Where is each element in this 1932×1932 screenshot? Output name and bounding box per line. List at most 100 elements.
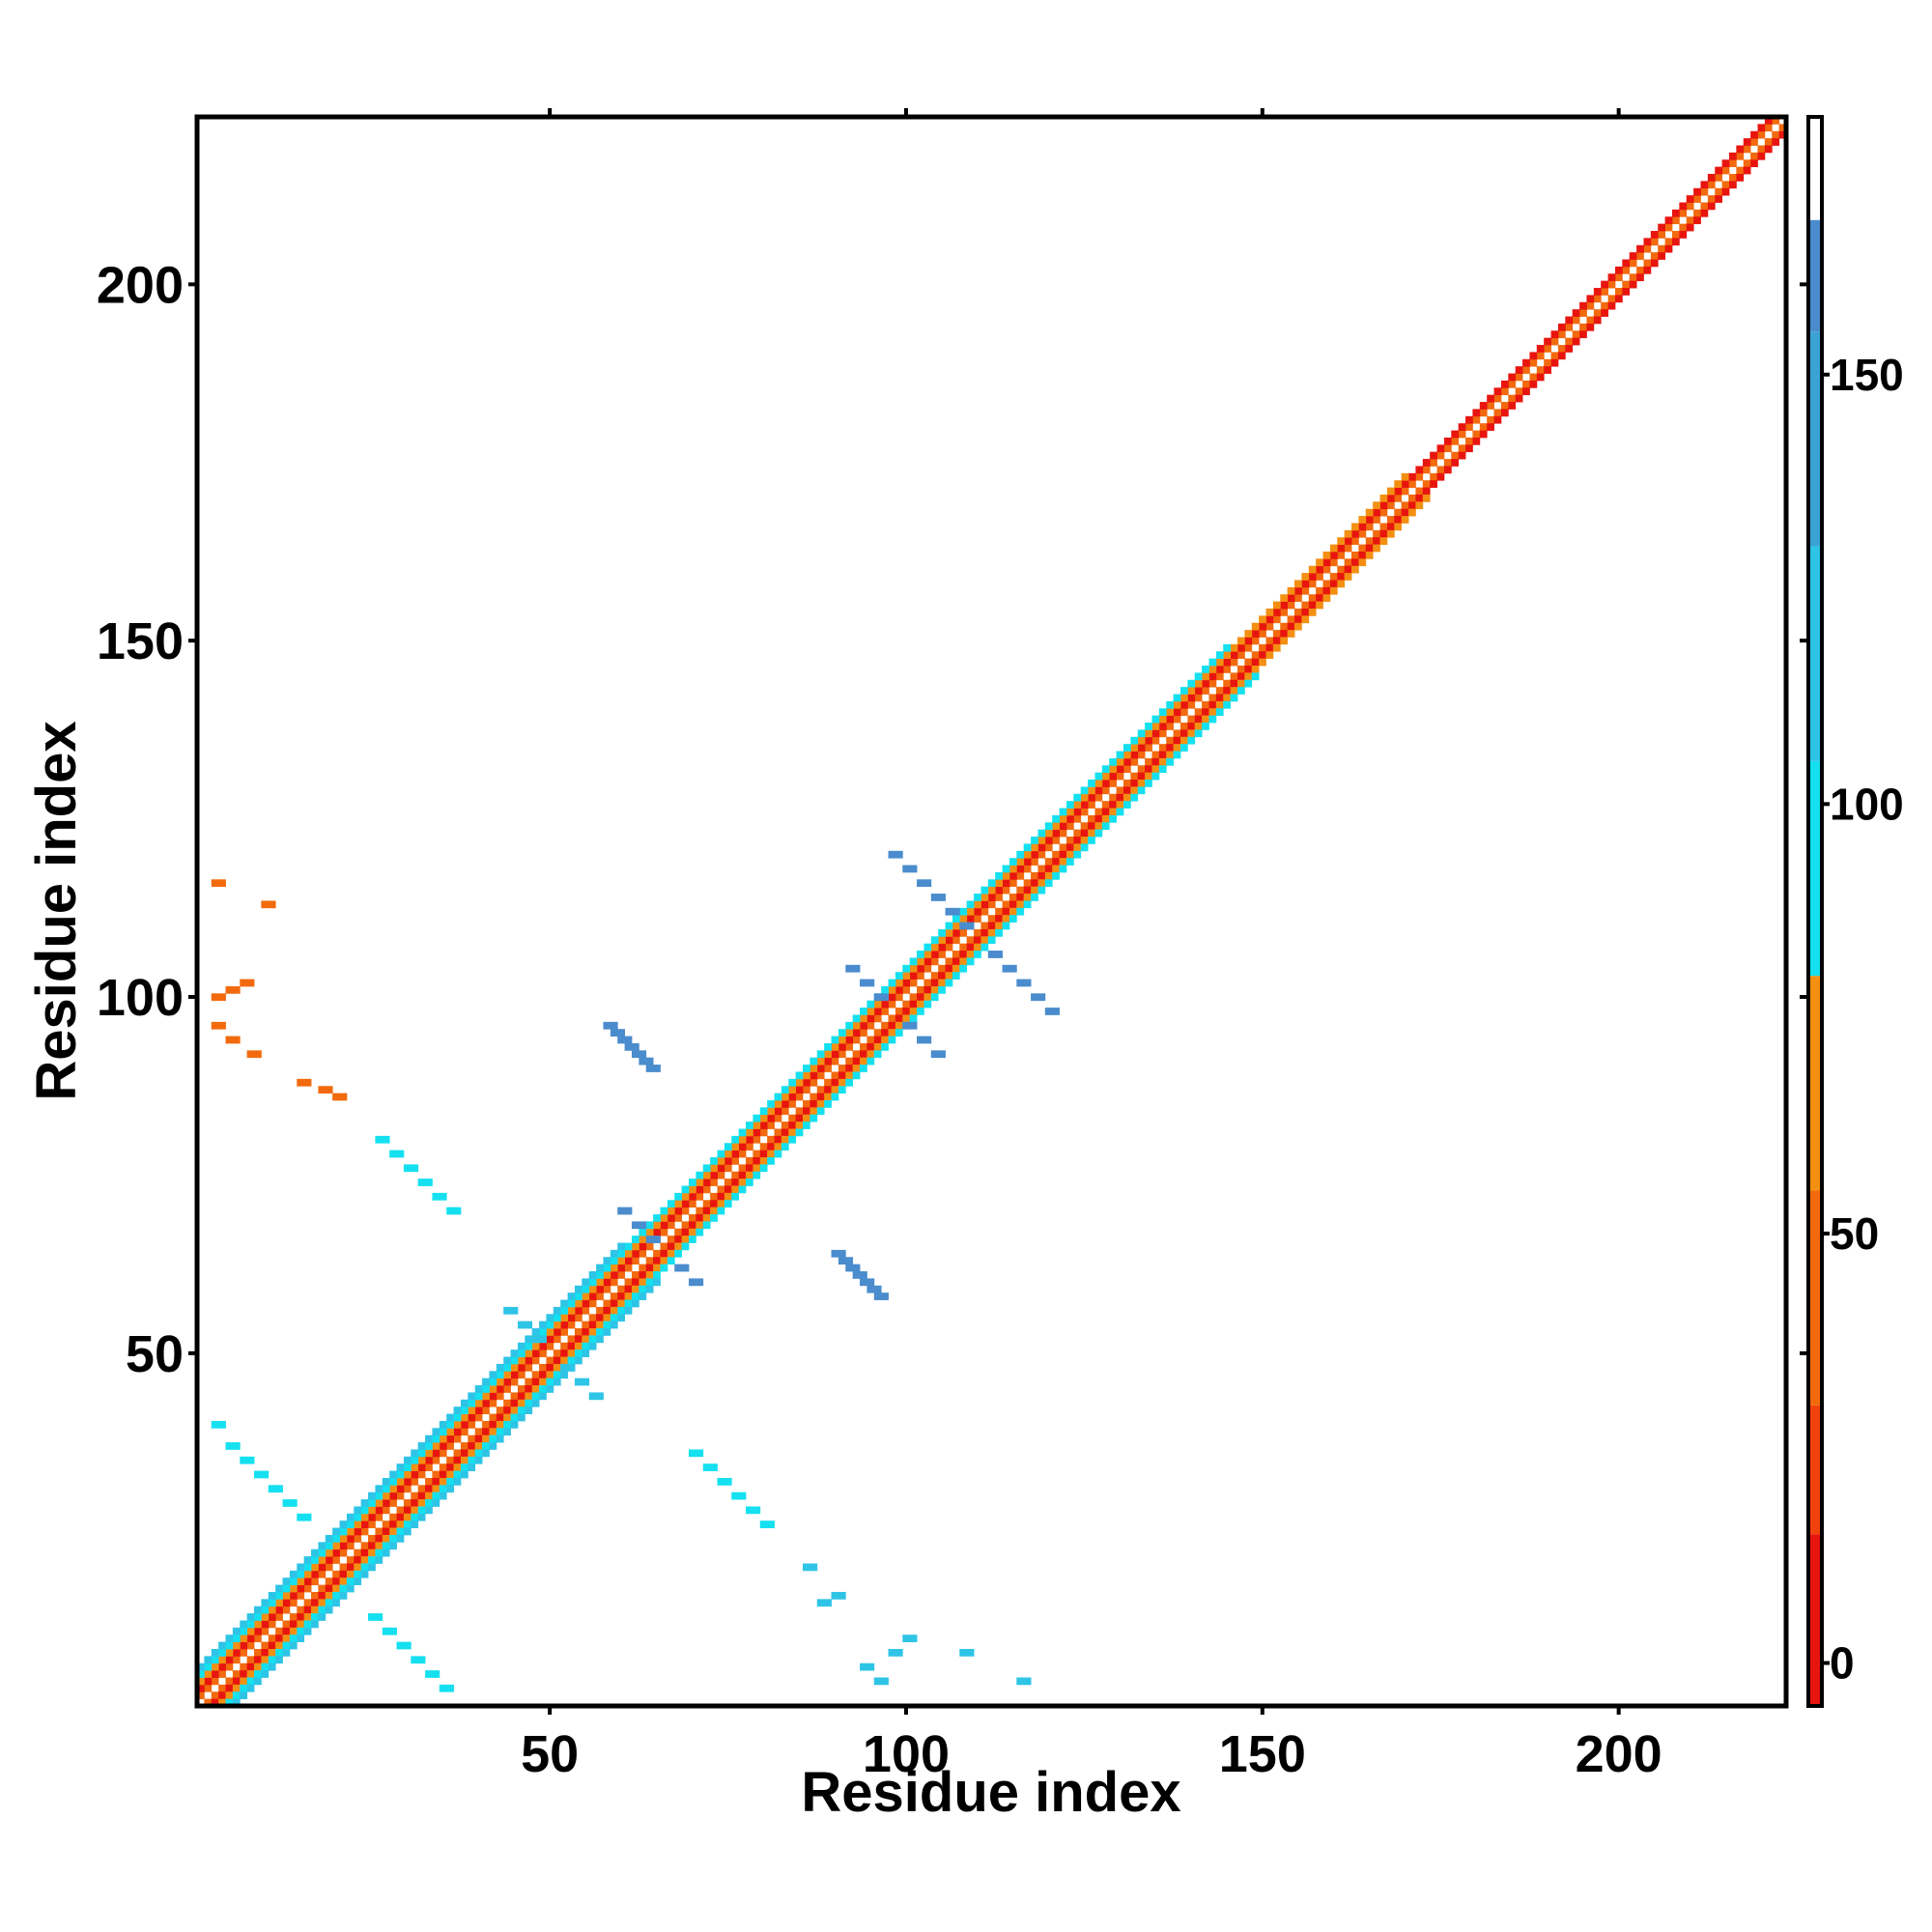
heatmap-cell <box>568 1343 576 1350</box>
heatmap-cell <box>318 1549 326 1557</box>
heatmap-cell <box>461 1406 469 1414</box>
heatmap-cell <box>511 1364 519 1372</box>
heatmap-cell <box>803 1122 810 1129</box>
heatmap-cell <box>967 936 975 944</box>
heatmap-cell <box>1273 615 1281 623</box>
heatmap-cell <box>1208 672 1216 680</box>
heatmap-cell <box>1630 281 1637 289</box>
heatmap-cell <box>1187 708 1195 716</box>
heatmap-cell <box>368 1563 376 1571</box>
heatmap-cell <box>838 1079 846 1087</box>
heatmap-cell <box>817 1079 825 1087</box>
heatmap-cell <box>283 1634 291 1642</box>
heatmap-cell <box>1231 680 1238 688</box>
heatmap-cell <box>810 1563 817 1571</box>
heatmap-cell <box>254 1628 262 1635</box>
heatmap-cell <box>425 1435 433 1443</box>
heatmap-cell <box>1180 695 1188 702</box>
heatmap-cell <box>1202 723 1209 730</box>
heatmap-cell <box>1736 167 1744 175</box>
heatmap-cell <box>254 1677 262 1685</box>
heatmap-cell <box>781 1086 789 1094</box>
heatmap-cell <box>1459 438 1466 445</box>
heatmap-cell <box>554 1335 561 1343</box>
heatmap-cell <box>832 1250 839 1258</box>
heatmap-cell <box>218 1421 226 1429</box>
heatmap-cell <box>810 1115 817 1122</box>
heatmap-cell <box>689 1200 696 1208</box>
heatmap-cell <box>1187 723 1195 730</box>
heatmap-cell <box>1259 630 1266 638</box>
heatmap-cell <box>1180 708 1188 716</box>
heatmap-cell <box>1109 765 1117 773</box>
heatmap-cell <box>503 1385 511 1393</box>
heatmap-cell <box>368 1499 376 1507</box>
heatmap-cell <box>653 1229 661 1236</box>
heatmap-cell <box>1037 858 1045 866</box>
heatmap-cell <box>1266 644 1274 652</box>
heatmap-cell <box>261 1663 269 1671</box>
heatmap-cell <box>1687 203 1694 211</box>
heatmap-cell <box>1415 501 1423 509</box>
heatmap-cell <box>1273 623 1281 631</box>
heatmap-cell <box>1159 765 1167 773</box>
heatmap-cell <box>539 1392 547 1400</box>
heatmap-cell <box>539 1321 547 1329</box>
heatmap-cell <box>318 1606 326 1614</box>
heatmap-cell <box>318 1571 326 1578</box>
heatmap-cell <box>1465 438 1473 445</box>
heatmap-cell <box>1551 330 1559 338</box>
heatmap-cell <box>824 1043 832 1051</box>
heatmap-cell <box>1024 1677 1032 1685</box>
heatmap-cell <box>1380 537 1388 545</box>
y-axis-ticks: 50100150200 <box>97 256 1807 1383</box>
heatmap-cell <box>1537 366 1545 374</box>
heatmap-cell <box>468 1435 475 1443</box>
heatmap-cell <box>1402 480 1409 488</box>
heatmap-cell <box>1309 609 1317 616</box>
heatmap-cell <box>425 1485 433 1492</box>
heatmap-cell <box>432 1193 440 1201</box>
heatmap-cell <box>326 1549 333 1557</box>
heatmap-cell <box>1323 594 1331 602</box>
heatmap-cell <box>446 1414 454 1422</box>
heatmap-cell <box>1031 872 1038 880</box>
heatmap-cell <box>212 1649 219 1657</box>
heatmap-cell <box>1208 687 1216 695</box>
heatmap-cell <box>1180 744 1188 752</box>
heatmap-cell <box>874 1014 882 1022</box>
heatmap-cell <box>917 1008 924 1015</box>
heatmap-cell <box>703 1172 711 1179</box>
heatmap-cell <box>739 1179 747 1186</box>
heatmap-cell <box>788 1115 796 1122</box>
heatmap-cell <box>283 1642 291 1650</box>
heatmap-cell <box>1216 651 1224 659</box>
heatmap-cell <box>1772 124 1779 131</box>
heatmap-cell <box>1195 672 1203 680</box>
heatmap-cell <box>617 1314 625 1321</box>
heatmap-cell <box>1031 866 1038 873</box>
heatmap-cell <box>674 1236 682 1243</box>
heatmap-cell <box>710 1463 718 1471</box>
heatmap-cell <box>668 1250 675 1258</box>
heatmap-cell <box>646 1065 654 1072</box>
heatmap-cell <box>1045 866 1053 873</box>
heatmap-cell <box>931 944 939 952</box>
heatmap-cell <box>731 1164 739 1172</box>
heatmap-cell <box>881 993 889 1001</box>
heatmap-cell <box>247 1457 255 1464</box>
heatmap-cell <box>361 1499 369 1507</box>
heatmap-cell <box>1159 723 1167 730</box>
heatmap-cell <box>575 1328 582 1336</box>
heatmap-cell <box>689 1449 696 1457</box>
heatmap-cell <box>240 1685 247 1692</box>
heatmap-cell <box>532 1364 540 1372</box>
heatmap-cell <box>860 1037 867 1044</box>
heatmap-cell <box>1145 773 1152 781</box>
heatmap-cell <box>1094 786 1102 794</box>
heatmap-cell <box>1208 659 1216 667</box>
heatmap-cell <box>454 1457 462 1464</box>
heatmap-cell <box>254 1649 262 1657</box>
heatmap-cell <box>1480 409 1488 416</box>
heatmap-cell <box>354 1549 361 1557</box>
